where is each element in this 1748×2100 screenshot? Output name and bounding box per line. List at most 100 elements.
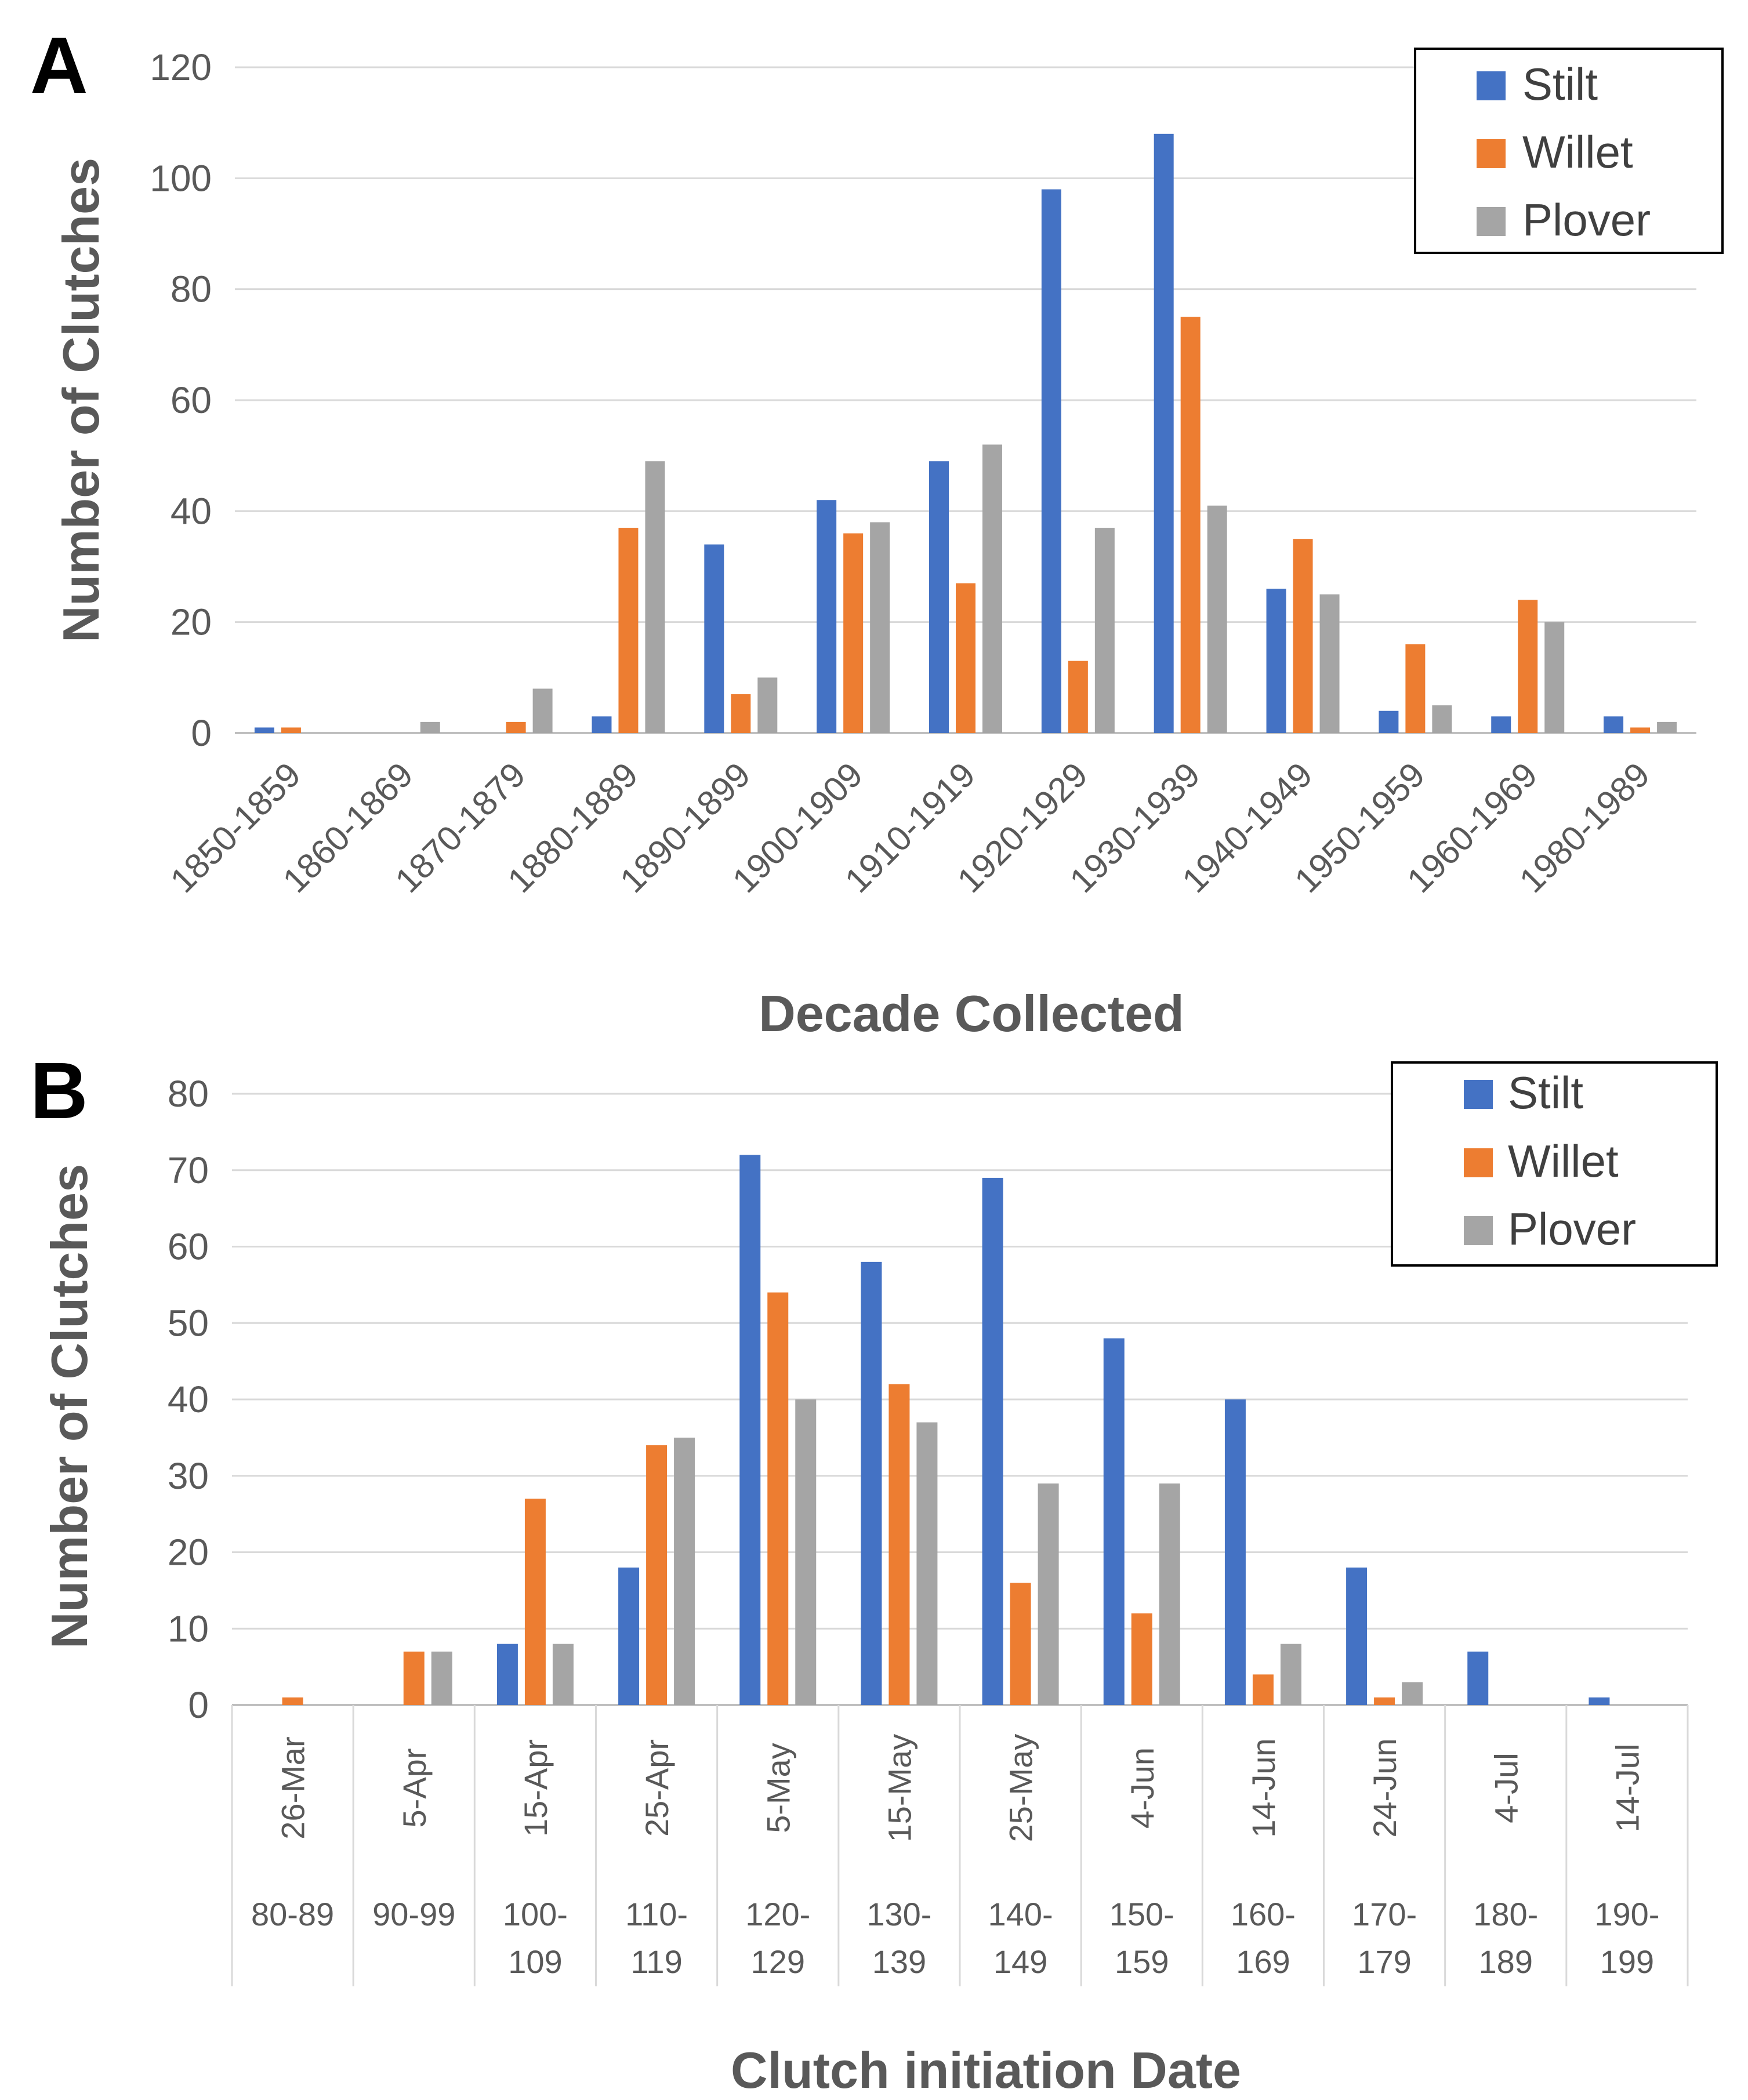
chart-a-bar-plover-1	[420, 721, 440, 733]
chart-a-bar-stilt-9	[1266, 589, 1286, 733]
chart-b-day-range-10-0: 180-	[1473, 1896, 1538, 1932]
chart-b-bar-willet-6	[1010, 1583, 1031, 1705]
chart-a-y-tick-0: 0	[191, 712, 212, 754]
chart-b-day-range-11-0: 190-	[1594, 1896, 1659, 1932]
chart-a-y-tick-60: 60	[171, 379, 212, 421]
chart-b-bar-willet-0	[282, 1697, 303, 1705]
chart-b-legend-label-stilt: Stilt	[1508, 1067, 1583, 1118]
chart-b-bar-plover-5	[916, 1422, 938, 1705]
chart-b-y-tick-30: 30	[168, 1455, 209, 1497]
chart-a-legend-label-willet: Willet	[1522, 126, 1633, 177]
chart-a-legend-swatch-willet	[1477, 139, 1506, 168]
chart-a-bar-plover-9	[1319, 594, 1340, 733]
chart-b-bar-willet-5	[888, 1384, 910, 1705]
chart-b-day-range-11-1: 199	[1600, 1943, 1654, 1980]
chart-b-y-tick-0: 0	[188, 1684, 209, 1726]
chart-b-day-range-2-0: 100-	[503, 1896, 568, 1932]
chart-a-bar-stilt-8	[1154, 133, 1174, 733]
chart-a-bar-plover-7	[1094, 528, 1115, 733]
chart-b-day-range-5-0: 130-	[866, 1896, 931, 1932]
chart-a-bar-willet-12	[1630, 727, 1651, 733]
chart-a-bar-stilt-3	[592, 716, 612, 733]
chart-b-x-tick-7: 4-Jun	[1124, 1747, 1161, 1829]
chart-b-legend-label-willet: Willet	[1508, 1136, 1619, 1187]
chart-a-bar-plover-8	[1207, 505, 1227, 733]
chart-a-bar-stilt-10	[1379, 710, 1399, 733]
chart-b-x-tick-0: 26-Mar	[275, 1736, 311, 1839]
chart-b-y-tick-60: 60	[168, 1226, 209, 1268]
chart-a-bar-plover-6	[982, 444, 1002, 733]
chart-a-y-tick-40: 40	[171, 490, 212, 532]
chart-a-legend-swatch-plover	[1477, 207, 1506, 236]
chart-a-bar-willet-6	[956, 583, 975, 733]
chart-b-x-axis-title: Clutch initiation Date	[731, 2041, 1241, 2099]
chart-a: A 0 20 40 60 80 100 120 1850-18591860-18691870…	[30, 21, 1724, 1042]
chart-a-bar-willet-10	[1405, 644, 1426, 733]
chart-a-x-ticks: 1850-18591860-18691870-18791880-18891890…	[163, 755, 1657, 900]
chart-b-bar-willet-8	[1252, 1674, 1274, 1705]
chart-a-y-tick-100: 100	[150, 157, 212, 199]
chart-b-x-tick-11: 14-Jul	[1609, 1744, 1645, 1833]
chart-b-day-range-7-1: 159	[1115, 1943, 1169, 1980]
chart-a-bar-stilt-4	[704, 544, 724, 733]
chart-b-bar-plover-6	[1038, 1483, 1059, 1705]
chart-b-category-table: 26-Mar 80-89 5-Apr 90-99 15-Apr 100- 109 25-Apr…	[231, 1705, 1689, 1986]
chart-b-y-tick-10: 10	[168, 1608, 209, 1649]
chart-b-x-tick-2: 15-Apr	[517, 1739, 554, 1837]
chart-b-bars	[282, 1155, 1610, 1705]
chart-b-y-tick-20: 20	[168, 1532, 209, 1573]
chart-b-legend-label-plover: Plover	[1508, 1203, 1636, 1254]
chart-b: B 0 10 20 30 40 50 60 70 80 26-Mar 80-89 5-Apr 90-9…	[30, 1046, 1718, 2099]
chart-a-legend-swatch-stilt	[1477, 71, 1506, 100]
chart-b-legend-swatch-willet	[1464, 1148, 1493, 1177]
panel-a-label: A	[30, 21, 88, 110]
chart-a-bar-plover-5	[870, 522, 890, 733]
chart-a-bar-plover-11	[1544, 622, 1565, 733]
chart-b-bar-willet-2	[524, 1499, 546, 1705]
chart-b-day-range-4-0: 120-	[745, 1896, 810, 1932]
chart-a-y-tick-20: 20	[171, 601, 212, 643]
chart-a-legend-label-plover: Plover	[1522, 194, 1651, 245]
chart-a-gridlines	[235, 66, 1696, 734]
chart-a-y-axis-title: Number of Clutches	[52, 158, 110, 643]
chart-b-day-range-6-0: 140-	[988, 1896, 1053, 1932]
chart-b-x-tick-9: 24-Jun	[1366, 1738, 1403, 1837]
chart-b-x-tick-5: 15-May	[881, 1734, 917, 1843]
chart-b-y-tick-50: 50	[168, 1302, 209, 1344]
chart-b-legend-swatch-stilt	[1464, 1080, 1493, 1109]
chart-a-bar-willet-2	[506, 721, 526, 733]
chart-a-bar-stilt-6	[929, 461, 949, 733]
chart-a-y-tick-120: 120	[150, 46, 212, 88]
chart-a-bar-willet-5	[843, 533, 864, 733]
chart-b-x-tick-1: 5-Apr	[396, 1749, 433, 1828]
chart-b-bar-stilt-4	[739, 1155, 761, 1705]
chart-b-y-tick-70: 70	[168, 1149, 209, 1191]
chart-a-bar-plover-2	[532, 688, 553, 733]
chart-b-bar-plover-4	[795, 1399, 817, 1705]
chart-a-y-ticks: 0 20 40 60 80 100 120	[150, 46, 212, 754]
chart-b-day-range-0-0: 80-89	[251, 1896, 334, 1932]
chart-b-day-range-6-1: 149	[993, 1943, 1047, 1980]
chart-a-bars	[254, 133, 1677, 733]
chart-b-bar-plover-9	[1402, 1682, 1423, 1705]
chart-b-bar-willet-1	[403, 1651, 425, 1705]
chart-b-day-range-10-1: 189	[1479, 1943, 1533, 1980]
chart-b-x-tick-10: 4-Jul	[1488, 1753, 1524, 1823]
chart-a-bar-stilt-7	[1041, 189, 1061, 733]
chart-b-bar-stilt-9	[1346, 1567, 1368, 1705]
chart-a-legend-box	[1414, 48, 1724, 254]
chart-a-bar-stilt-0	[254, 727, 274, 733]
chart-a-bar-stilt-5	[817, 500, 837, 733]
chart-b-legend: Stilt Willet Plover	[1391, 1061, 1718, 1267]
chart-b-bar-stilt-8	[1224, 1399, 1246, 1705]
chart-a-bar-willet-8	[1180, 317, 1201, 733]
chart-b-bar-stilt-5	[861, 1261, 882, 1705]
chart-b-x-tick-6: 25-May	[1003, 1734, 1039, 1843]
chart-b-day-range-9-0: 170-	[1352, 1896, 1417, 1932]
chart-a-x-axis-title: Decade Collected	[759, 985, 1184, 1042]
chart-b-day-range-4-1: 129	[751, 1943, 805, 1980]
chart-b-day-range-3-0: 110-	[625, 1896, 688, 1932]
chart-a-bar-stilt-12	[1604, 716, 1624, 733]
chart-b-day-range-3-1: 119	[630, 1943, 682, 1980]
chart-b-day-range-8-0: 160-	[1231, 1896, 1296, 1932]
